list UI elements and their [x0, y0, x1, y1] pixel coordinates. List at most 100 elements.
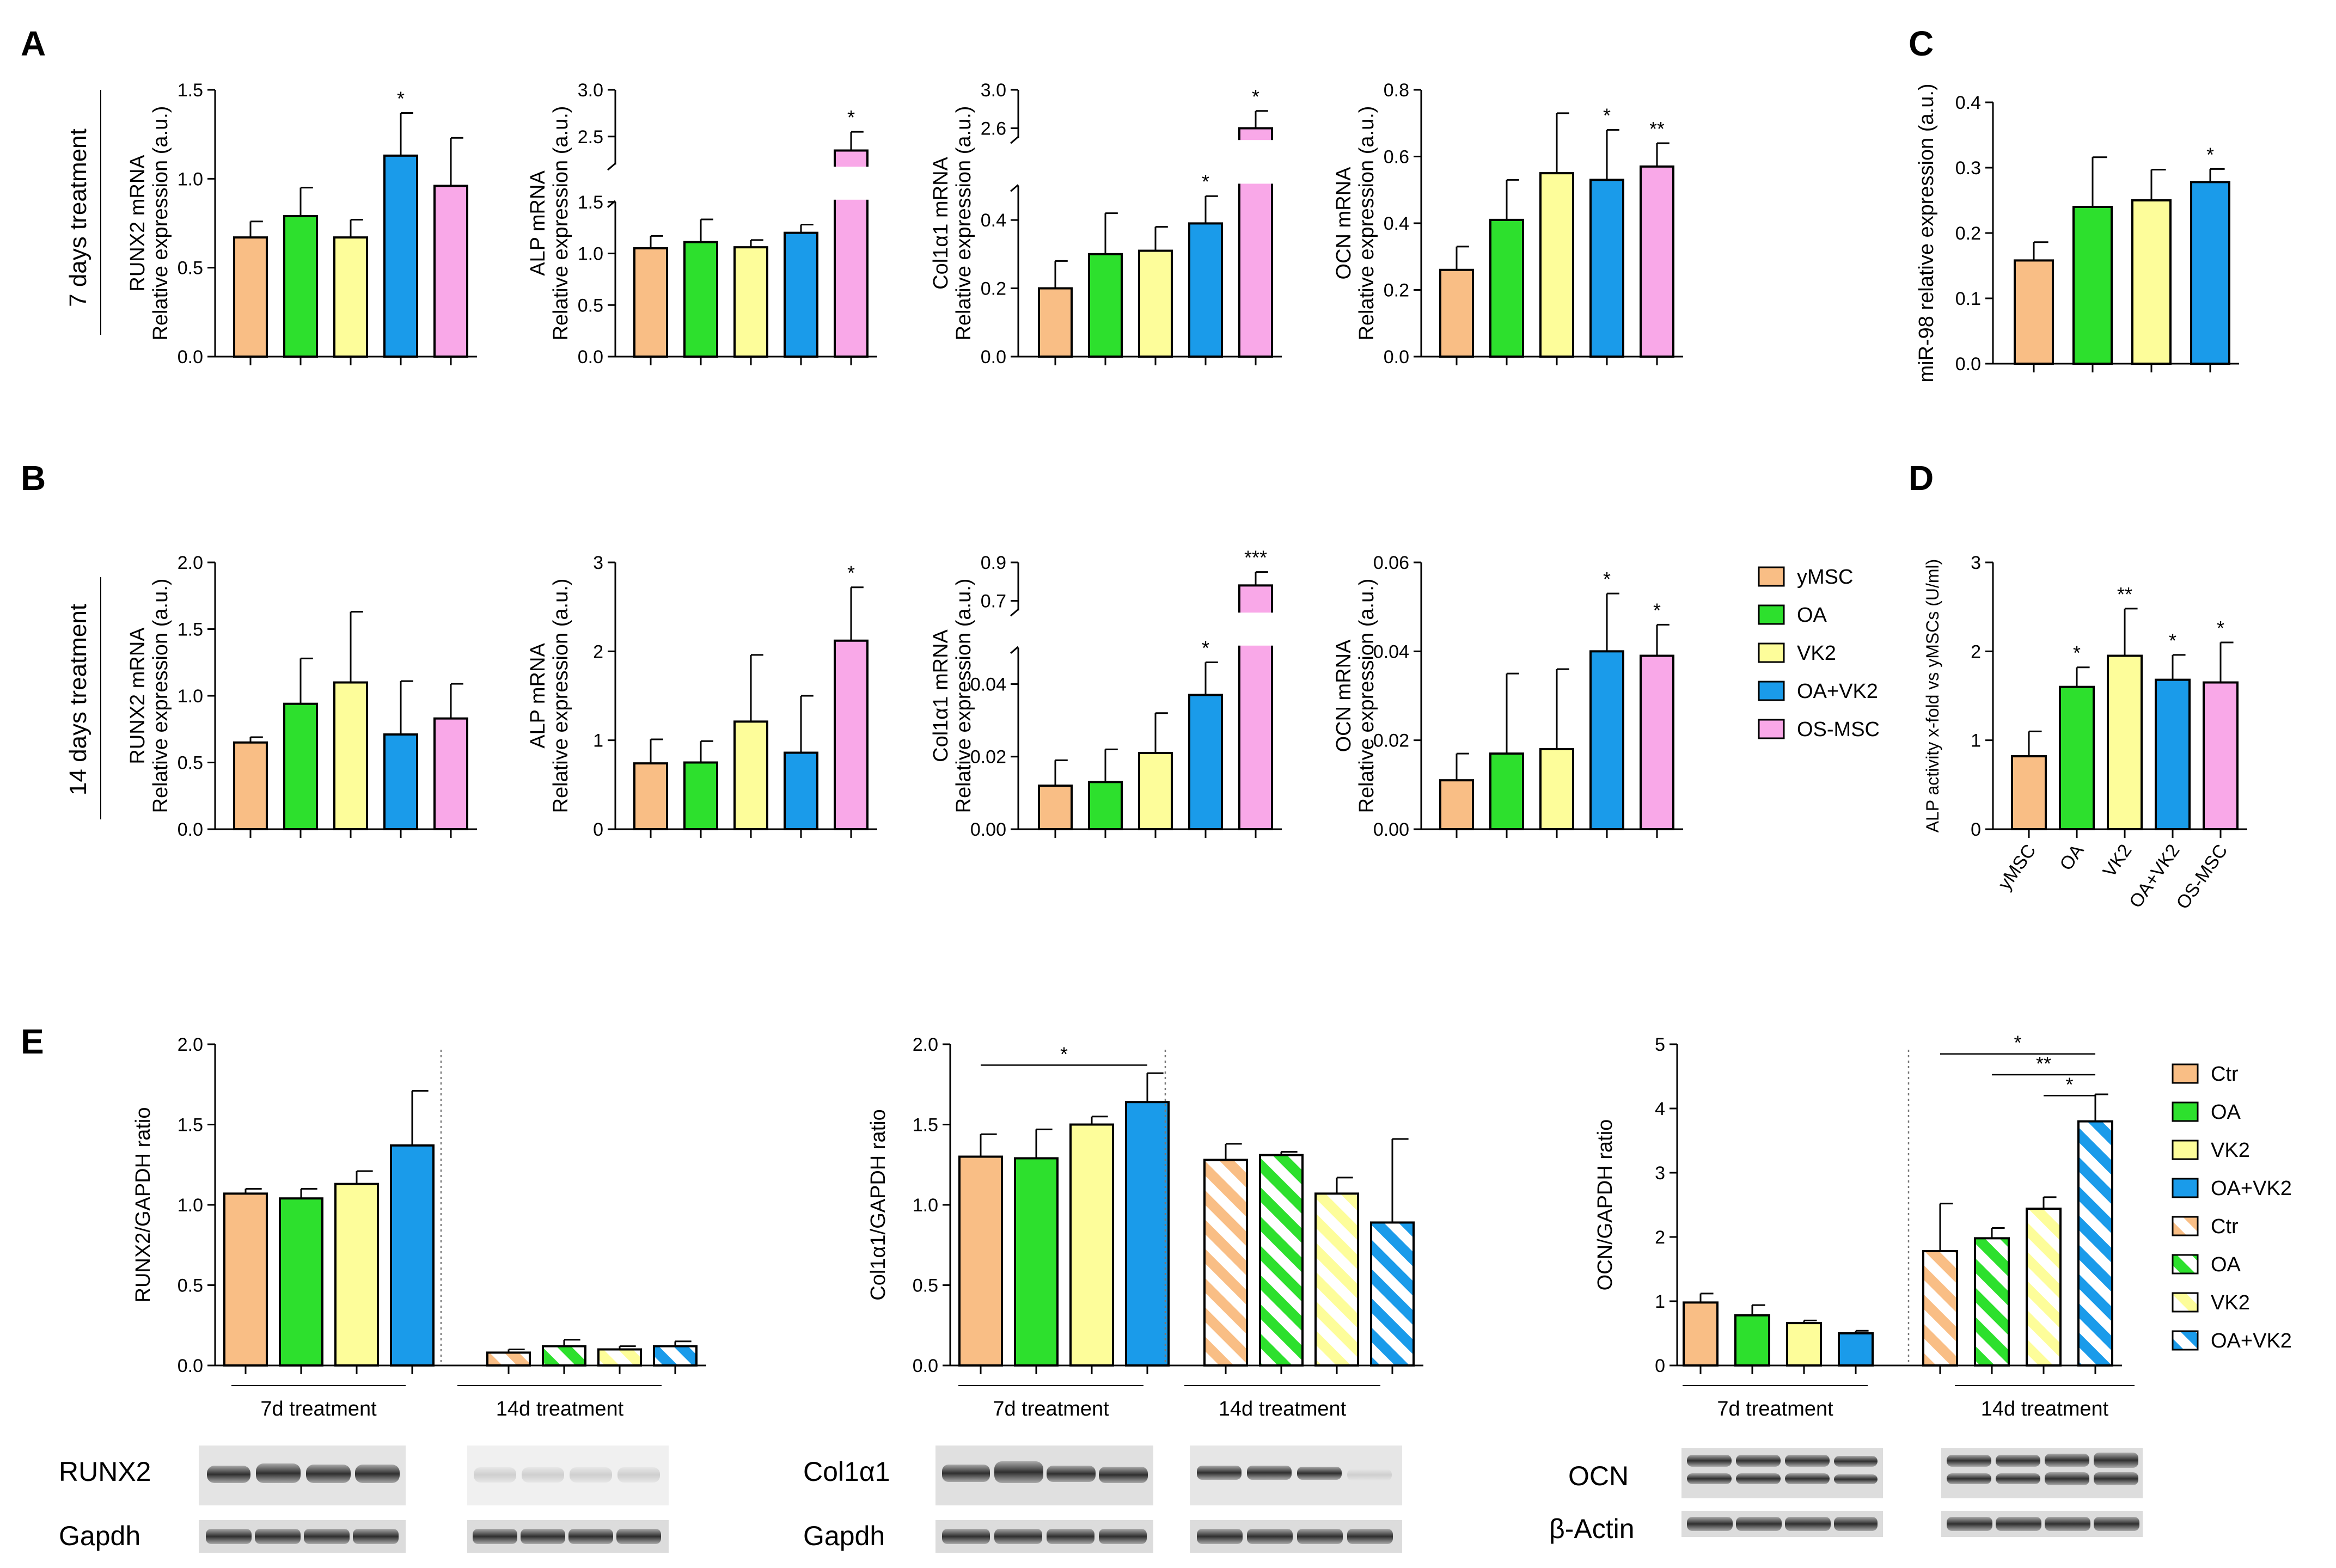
blot-label-gapdh-1: Gapdh	[59, 1521, 140, 1551]
bar-oavk2	[2077, 1120, 2113, 1367]
y-axis-title: RUNX2 mRNA	[126, 155, 149, 292]
chart-b-ocn: 0.00 0.02 0.04 0.06 OCN mRNA Relative express…	[1332, 553, 1683, 840]
bar-oavk2	[1838, 1332, 1874, 1367]
blot-ocn: OCN β-Actin	[1549, 1448, 2143, 1544]
y-axis-title: Col1α1/GAPDH ratio	[867, 1109, 890, 1300]
bar-osmsc	[433, 717, 468, 831]
legend-e-label-ctr: Ctr	[2211, 1063, 2239, 1086]
legend-e-label-oavk2-14d: OA+VK2	[2211, 1330, 2292, 1352]
bar-vk2	[1786, 1322, 1822, 1367]
legend-e-swatch-vk2-hatched	[2172, 1292, 2199, 1313]
e2-label-14d: 14d treatment	[1219, 1398, 1347, 1420]
y-tick-label: 0.9	[981, 553, 1006, 573]
bar-ctr	[1683, 1301, 1719, 1367]
bar-oavk2	[784, 751, 818, 830]
legend-e-swatch-oavk2-hatched	[2172, 1330, 2199, 1351]
blot-label-ocn: OCN	[1568, 1461, 1629, 1491]
y-tick-label: 1	[1655, 1291, 1665, 1312]
bar-ymsc	[633, 762, 668, 830]
axis-break-mark	[1010, 646, 1019, 654]
bar-oa	[542, 1345, 586, 1367]
legend-e-swatch-ctr	[2172, 1063, 2199, 1084]
legend-e-swatch-oa	[2172, 1101, 2199, 1122]
bar-oavk2	[2190, 181, 2230, 365]
blot-label-gapdh-2: Gapdh	[803, 1521, 885, 1551]
significance-star: *	[1653, 599, 1661, 621]
legend-swatch-osmsc	[1758, 719, 1785, 739]
y-axis-title: RUNX2/GAPDH ratio	[132, 1107, 155, 1303]
significance-star: *	[2073, 642, 2081, 664]
y-axis-subtitle: Relative expression (a.u.)	[149, 579, 172, 813]
y-tick-label: 1.5	[178, 620, 203, 640]
legend-e-swatch-oavk2	[2172, 1178, 2199, 1198]
significance-star: *	[2217, 617, 2224, 639]
bar-oa	[2072, 206, 2113, 365]
legend-e-swatch-oa-hatched	[2172, 1254, 2199, 1275]
bar-oa	[683, 761, 718, 830]
y-tick-label: 1	[593, 731, 603, 751]
e1-label-7d: 7d treatment	[260, 1398, 377, 1420]
bar-oavk2	[383, 154, 418, 358]
y-tick-label: 0	[1655, 1356, 1665, 1376]
y-tick-label: 2	[593, 641, 603, 662]
y-tick-label: 1	[1971, 731, 1981, 751]
y-tick-label: 1.0	[913, 1195, 938, 1216]
bar-vk2	[2026, 1208, 2062, 1367]
x-tick-label: OA	[2056, 841, 2088, 874]
bar-vk2	[1138, 249, 1173, 358]
y-tick-label: 0.0	[578, 347, 603, 367]
y-tick-label: 0.0	[178, 819, 203, 840]
y-tick-label: 0.04	[970, 674, 1006, 695]
y-tick-label: 0.7	[981, 591, 1006, 612]
y-tick-label: 0.4	[1955, 93, 1981, 113]
legend-label-vk2: VK2	[1797, 642, 1836, 665]
e3-label-7d: 7d treatment	[1717, 1398, 1833, 1420]
chart-a-runx2: 0.0 0.5 1.0 1.5 RUNX2 mRNA Relative expressio…	[126, 80, 477, 367]
bar-ctr	[486, 1351, 531, 1367]
bar-ctr	[223, 1192, 268, 1367]
bar-ymsc	[1439, 268, 1474, 358]
bar-osmsc	[1640, 165, 1674, 358]
y-tick-label: 0.2	[1384, 280, 1409, 301]
bar-oavk2	[383, 733, 418, 831]
y-axis-title: ALP mRNA	[527, 170, 549, 276]
y-axis-title: RUNX2 mRNA	[126, 627, 149, 764]
y-axis-title: ALP activity x-fold vs yMSCs (U/ml)	[1923, 559, 1942, 833]
row-label-14-days: 14 days treatment	[65, 604, 91, 795]
y-tick-label: 2.0	[913, 1034, 938, 1055]
x-tick-label: yMSC	[1994, 841, 2040, 894]
significance-star: ***	[1244, 547, 1267, 569]
y-axis-title: Col1α1 mRNA	[929, 157, 952, 290]
bar-oa	[1259, 1154, 1304, 1367]
chart-a-alp: 0.0 0.5 1.0 1.5 2.5 3.0 ALP mRNA Relative expre…	[527, 80, 877, 367]
bar-oavk2	[1188, 222, 1223, 358]
axis-break-mark	[1010, 136, 1019, 144]
y-tick-label: 4	[1655, 1099, 1665, 1119]
y-tick-label: 0.02	[1373, 731, 1409, 751]
x-tick-label: VK2	[2099, 841, 2136, 881]
y-axis-title: Col1α1 mRNA	[929, 629, 952, 762]
bar-osmsc	[2203, 681, 2239, 830]
bar-oa	[1088, 253, 1123, 358]
bar-oavk2	[1370, 1221, 1415, 1367]
bar-oa	[283, 215, 318, 358]
bar-oa	[279, 1197, 323, 1367]
y-tick-label: 2.6	[981, 119, 1006, 139]
chart-b-runx2: 0.0 0.5 1.0 1.5 2.0 RUNX2 mRNA Relative expres…	[126, 553, 477, 840]
y-tick-label: 0.2	[981, 279, 1006, 299]
bar-ymsc	[1038, 785, 1073, 830]
y-tick-label: 1.5	[178, 80, 203, 101]
significance-star: *	[1202, 636, 1209, 659]
significance-bracket-label: *	[1060, 1043, 1068, 1065]
y-axis-subtitle: Relative expression (a.u.)	[149, 106, 172, 341]
bar-ymsc	[633, 247, 668, 358]
bar-oa	[683, 241, 718, 358]
bar-vk2	[1314, 1192, 1359, 1367]
bar-oavk2	[784, 231, 818, 358]
bar-oavk2	[1188, 694, 1223, 830]
bar-ymsc	[2011, 755, 2047, 830]
chart-b-col1a1: 0.00 0.02 0.04 0.7 0.9 Col1α1 mRNA Relative ex…	[929, 547, 1282, 840]
e-treatment-labels: 7d treatment 14d treatment 7d treatment …	[231, 1385, 2135, 1420]
